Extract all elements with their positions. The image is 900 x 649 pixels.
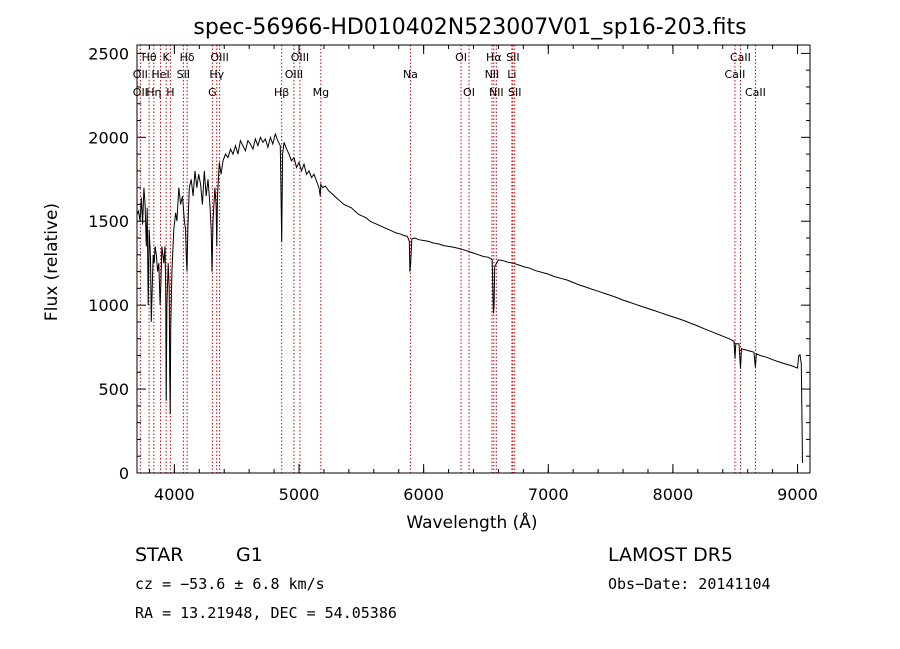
redshift-velocity: cz = −53.6 ± 6.8 km/s: [135, 575, 325, 593]
line-label: SII: [508, 86, 521, 99]
y-tick-label: 1000: [88, 296, 129, 315]
observation-date: Obs−Date: 20141104: [608, 575, 771, 593]
line-label: OIII: [210, 51, 228, 64]
x-tick-label: 4000: [154, 485, 195, 504]
line-label: Li: [507, 68, 516, 81]
line-label: CaII: [730, 51, 751, 64]
x-tick-label: 8000: [653, 485, 694, 504]
chart-title: spec-56966-HD010402N523007V01_sp16-203.f…: [193, 15, 746, 40]
line-label: NII: [489, 86, 504, 99]
line-label: OIII: [291, 51, 309, 64]
line-label: OI: [463, 86, 475, 99]
line-label: OI: [455, 51, 467, 64]
plot-frame: [136, 44, 811, 474]
y-axis-label: Flux (relative): [42, 203, 62, 321]
line-label: Hδ: [180, 51, 195, 64]
line-label: NII: [485, 68, 500, 81]
y-tick-label: 2000: [88, 128, 129, 147]
line-label: H: [166, 86, 174, 99]
spectrum-line: [136, 132, 803, 463]
coordinates: RA = 13.21948, DEC = 54.05386: [135, 604, 397, 622]
x-tick-label: 6000: [403, 485, 444, 504]
line-label: Na: [403, 68, 418, 81]
y-tick-label: 1500: [88, 212, 129, 231]
x-tick-label: 9000: [777, 485, 818, 504]
line-label: OIII: [285, 68, 303, 81]
y-axis-ticks: 0 500 1000 1500 2000 2500: [88, 44, 810, 483]
object-class: STAR: [135, 544, 183, 566]
x-axis-ticks: 4000 5000 6000 7000 8000 9000: [148, 45, 818, 504]
line-label: HeI: [151, 68, 169, 81]
line-label: G: [208, 86, 217, 99]
line-label: SII: [177, 68, 190, 81]
x-tick-label: 5000: [279, 485, 320, 504]
object-subclass: G1: [236, 544, 263, 566]
y-tick-label: 500: [98, 380, 129, 399]
line-label: Hβ: [274, 86, 289, 99]
x-axis-label: Wavelength (Å): [406, 511, 537, 533]
line-label: Mg: [313, 86, 329, 99]
line-label: CaII: [745, 86, 766, 99]
line-label: Hθ: [142, 51, 157, 64]
y-tick-label: 2500: [88, 44, 129, 63]
line-label: Hα: [486, 51, 502, 64]
x-tick-label: 7000: [528, 485, 569, 504]
line-label: SII: [506, 51, 519, 64]
line-markers: [139, 45, 756, 473]
line-label: K: [163, 51, 171, 64]
line-label: Hγ: [209, 68, 224, 81]
line-label: CaII: [725, 68, 746, 81]
line-label: Hη: [146, 86, 161, 99]
y-tick-label: 0: [119, 464, 129, 483]
survey-name: LAMOST DR5: [608, 544, 733, 566]
